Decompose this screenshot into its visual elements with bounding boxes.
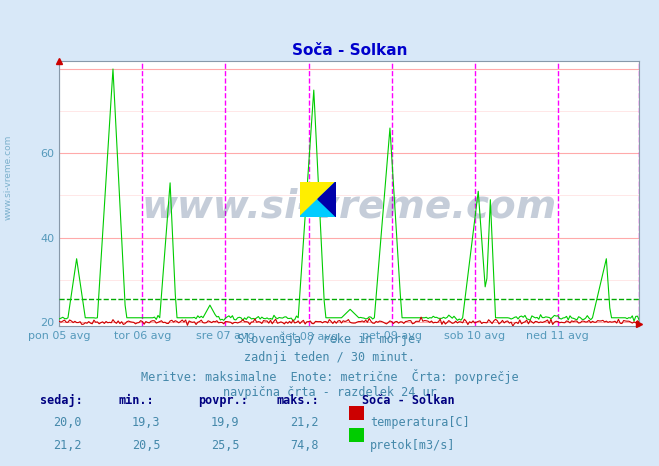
Text: povpr.:: povpr.: bbox=[198, 394, 248, 407]
Text: 21,2: 21,2 bbox=[290, 416, 318, 429]
Text: maks.:: maks.: bbox=[277, 394, 320, 407]
Text: min.:: min.: bbox=[119, 394, 154, 407]
Text: Soča - Solkan: Soča - Solkan bbox=[362, 394, 455, 407]
Text: Meritve: maksimalne  Enote: metrične  Črta: povprečje: Meritve: maksimalne Enote: metrične Črta… bbox=[140, 369, 519, 384]
Text: zadnji teden / 30 minut.: zadnji teden / 30 minut. bbox=[244, 351, 415, 364]
Text: 20,0: 20,0 bbox=[53, 416, 81, 429]
Text: Slovenija / reke in morje.: Slovenija / reke in morje. bbox=[237, 333, 422, 346]
Title: Soča - Solkan: Soča - Solkan bbox=[291, 43, 407, 58]
Text: navpična črta - razdelek 24 ur: navpična črta - razdelek 24 ur bbox=[223, 386, 436, 399]
Text: 25,5: 25,5 bbox=[211, 439, 239, 452]
Polygon shape bbox=[300, 182, 336, 217]
Text: 19,3: 19,3 bbox=[132, 416, 160, 429]
Text: www.si-vreme.com: www.si-vreme.com bbox=[3, 134, 13, 220]
Text: 21,2: 21,2 bbox=[53, 439, 81, 452]
Text: 19,9: 19,9 bbox=[211, 416, 239, 429]
Text: pretok[m3/s]: pretok[m3/s] bbox=[370, 439, 456, 452]
Text: temperatura[C]: temperatura[C] bbox=[370, 416, 470, 429]
Text: www.si-vreme.com: www.si-vreme.com bbox=[142, 188, 557, 226]
Text: sedaj:: sedaj: bbox=[40, 394, 82, 407]
Text: 20,5: 20,5 bbox=[132, 439, 160, 452]
Polygon shape bbox=[318, 182, 336, 217]
Polygon shape bbox=[300, 182, 336, 217]
Text: 74,8: 74,8 bbox=[290, 439, 318, 452]
